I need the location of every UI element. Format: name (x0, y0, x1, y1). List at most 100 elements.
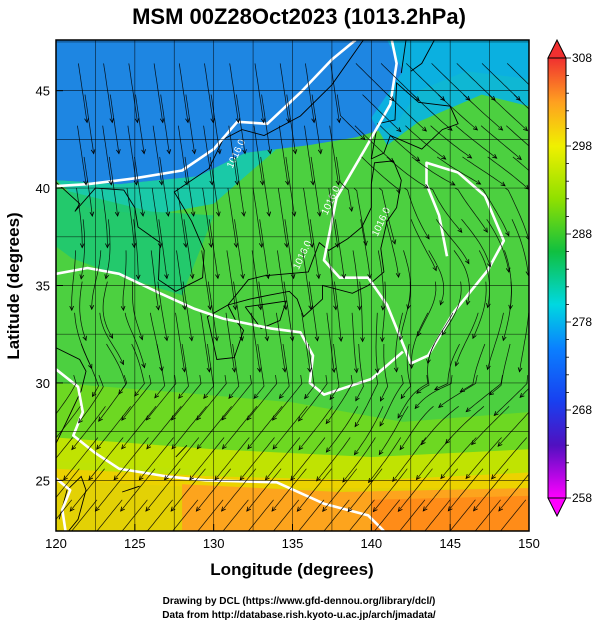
streamline (378, 187, 396, 244)
x-tick-label: 135 (282, 536, 304, 551)
streamline-arrow (242, 149, 247, 155)
streamline-arrow (221, 506, 226, 512)
grid-lines (56, 40, 529, 531)
streamline-arrow (105, 243, 110, 249)
streamline-arrow (91, 391, 97, 398)
streamline (84, 94, 95, 154)
coastline (56, 40, 364, 292)
streamline-arrow (267, 149, 273, 155)
streamline-arrow (235, 118, 241, 124)
streamline-arrow (445, 438, 451, 444)
streamline (359, 281, 363, 342)
streamline (399, 499, 426, 531)
streamline (272, 375, 303, 421)
streamline-arrow (310, 180, 315, 186)
streamline-arrow (88, 363, 93, 370)
streamline (69, 468, 105, 512)
streamline-arrow (140, 211, 145, 217)
streamline (385, 219, 399, 278)
streamline (354, 375, 379, 427)
streamline-arrow (189, 273, 195, 280)
streamline (131, 343, 145, 397)
streamline-arrow (505, 231, 510, 237)
streamline (253, 343, 265, 399)
streamline (278, 125, 289, 185)
streamline (273, 499, 300, 531)
streamline-arrow (492, 153, 498, 159)
streamline-arrow (338, 336, 344, 342)
streamline (511, 219, 529, 276)
isobar-1016 (56, 266, 404, 396)
streamline-arrow (397, 506, 403, 512)
streamline-arrow (517, 367, 523, 373)
streamline-arrow (317, 211, 322, 217)
streamline-arrow (116, 149, 121, 155)
streamline-arrow (69, 506, 75, 512)
streamline-arrow (215, 273, 220, 280)
streamline-arrow (207, 305, 213, 311)
streamline-arrow (309, 242, 315, 249)
streamline-arrow (239, 538, 243, 542)
streamline-arrow (285, 180, 290, 186)
streamline-arrow (89, 304, 95, 311)
x-axis-label: Longitude (degrees) (210, 560, 373, 579)
streamline-arrow (114, 211, 120, 217)
streamline (427, 312, 454, 364)
streamline-arrow (240, 273, 245, 280)
streamline-arrow (426, 358, 431, 365)
streamline (260, 156, 270, 216)
streamline-arrow (291, 211, 297, 217)
streamline (411, 312, 429, 369)
streamline-arrow (391, 538, 395, 542)
streamline (424, 499, 451, 531)
streamline (160, 94, 170, 154)
streamline-arrow (379, 421, 384, 427)
streamline-arrow (232, 305, 238, 311)
streamline-arrow (476, 180, 482, 185)
streamline (368, 437, 402, 483)
streamline (328, 188, 339, 248)
streamline-arrow (516, 155, 522, 161)
streamline (298, 375, 328, 422)
streamline-arrow (331, 367, 336, 374)
streamline (373, 468, 408, 512)
streamline-arrow (441, 154, 447, 160)
streamline-arrow (360, 337, 365, 343)
streamline-arrow (37, 538, 41, 542)
streamline-arrow (486, 262, 492, 268)
streamline (416, 437, 452, 480)
streamline (473, 468, 509, 511)
streamline (429, 187, 463, 233)
streamline-arrow (416, 388, 422, 394)
streamline-arrow (196, 415, 202, 421)
streamline (214, 437, 250, 481)
streamline (171, 375, 202, 421)
streamline (329, 125, 339, 185)
streamline-arrow (165, 211, 171, 217)
streamline-arrow (286, 118, 291, 124)
streamline (329, 343, 340, 400)
streamline (261, 94, 271, 154)
streamline (228, 343, 240, 399)
streamline (63, 437, 99, 481)
streamline-arrow (409, 363, 414, 369)
streamline-arrow (447, 506, 453, 512)
x-tick-label: 145 (439, 536, 461, 551)
streamline (88, 437, 124, 481)
streamline (77, 125, 87, 185)
streamline-arrow (257, 367, 262, 373)
streamline-arrow (336, 118, 342, 124)
streamline (113, 437, 149, 481)
streamline (283, 281, 293, 341)
y-tick-label: 25 (36, 473, 50, 488)
streamline (98, 374, 128, 422)
streamline-arrow (414, 403, 420, 410)
streamline (487, 156, 529, 190)
streamline-arrow (214, 336, 219, 342)
streamline-arrow (246, 506, 252, 512)
streamline-arrow (399, 445, 405, 451)
streamline-arrow (216, 211, 221, 217)
streamline-arrow (471, 440, 477, 446)
streamline (395, 312, 403, 372)
